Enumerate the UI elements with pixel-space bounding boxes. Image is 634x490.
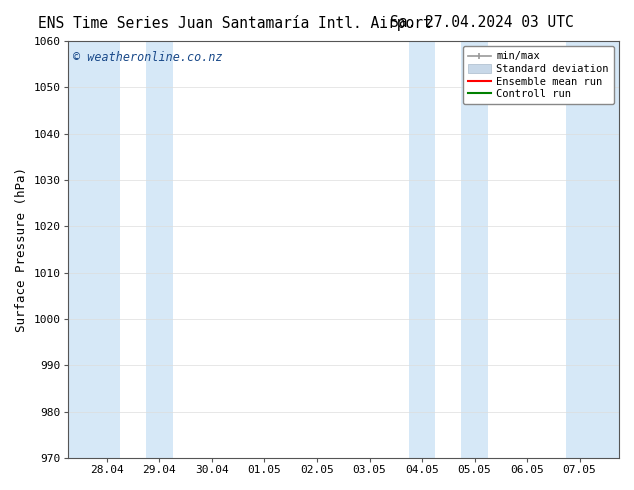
Y-axis label: Surface Pressure (hPa): Surface Pressure (hPa): [15, 167, 28, 332]
Legend: min/max, Standard deviation, Ensemble mean run, Controll run: min/max, Standard deviation, Ensemble me…: [463, 46, 614, 104]
Bar: [67, 41, 120, 458]
Bar: [146, 41, 172, 458]
Text: ENS Time Series Juan Santamaría Intl. Airport: ENS Time Series Juan Santamaría Intl. Ai…: [37, 15, 432, 31]
Bar: [409, 41, 435, 458]
Text: Sa. 27.04.2024 03 UTC: Sa. 27.04.2024 03 UTC: [390, 15, 574, 30]
Bar: [566, 41, 619, 458]
Bar: [462, 41, 488, 458]
Text: © weatheronline.co.nz: © weatheronline.co.nz: [73, 51, 223, 65]
